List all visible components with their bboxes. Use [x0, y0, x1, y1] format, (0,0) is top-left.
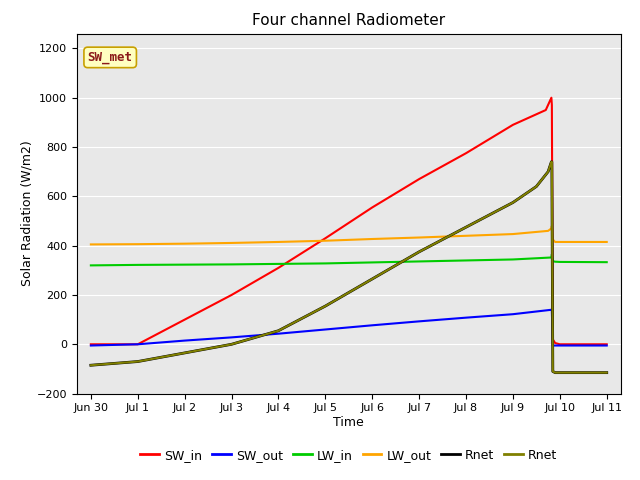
Y-axis label: Solar Radiation (W/m2): Solar Radiation (W/m2) [20, 141, 34, 287]
Legend: SW_in, SW_out, LW_in, LW_out, Rnet, Rnet: SW_in, SW_out, LW_in, LW_out, Rnet, Rnet [136, 444, 562, 467]
X-axis label: Time: Time [333, 416, 364, 429]
Text: SW_met: SW_met [88, 51, 132, 64]
Title: Four channel Radiometer: Four channel Radiometer [252, 13, 445, 28]
